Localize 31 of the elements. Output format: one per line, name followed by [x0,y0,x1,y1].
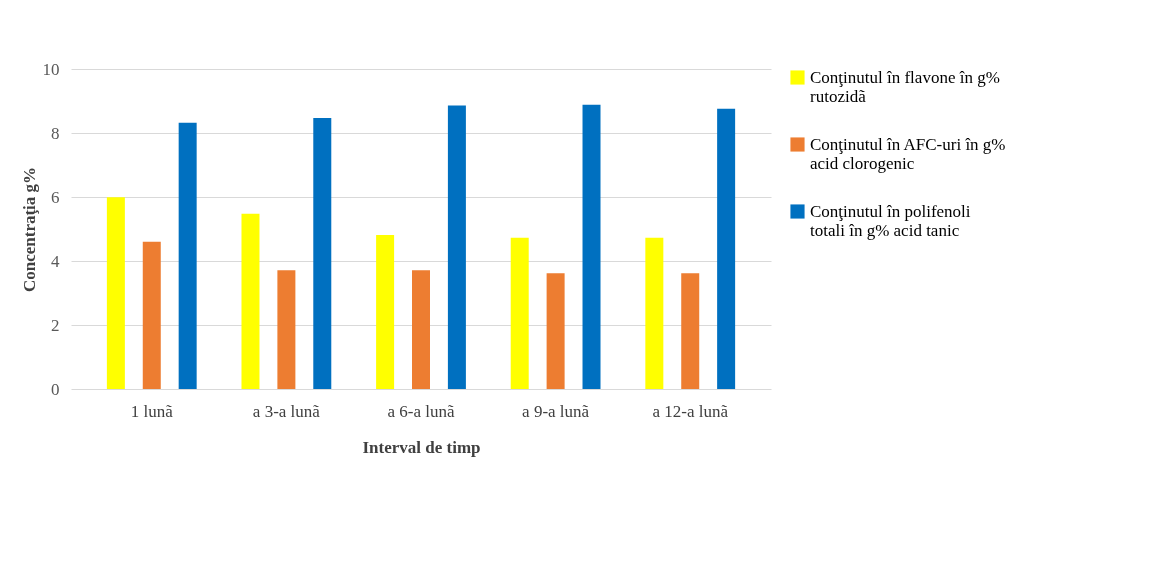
y-axis-title: Concentraţia g% [19,166,39,293]
bar [412,270,430,389]
legend-label: Conţinutul în AFC-uri în g% acid clorogenic [810,134,1006,173]
legend-label: Conţinutul în flavone în g% rutozidã [810,67,1000,106]
bar [241,213,260,389]
bar [142,241,161,389]
y-tick-label: 0 [51,379,60,399]
bar [447,105,466,389]
bar [582,104,601,389]
x-tick-label: a 12-a lunã [652,401,729,421]
x-tick-label: 1 lunã [130,401,174,421]
bar [681,273,700,389]
bar [106,197,125,389]
bar [277,270,296,389]
y-tick-label: 8 [51,123,60,143]
x-tick-label: a 6-a lunã [387,401,455,421]
bar [510,237,529,389]
y-tick-label: 10 [42,59,60,79]
y-tick-label: 4 [51,251,60,271]
bar [178,122,197,389]
bar [717,108,736,389]
bar [645,237,664,389]
legend-label: Conţinutul în polifenoli totali în g% acid tanic [810,201,971,240]
y-tick-label: 6 [51,187,60,207]
x-tick-label: a 9-a lunã [522,401,590,421]
bar [376,235,395,389]
x-tick-label: a 3-a lunã [252,401,321,421]
bar [546,273,565,389]
y-tick-label: 2 [51,315,60,335]
x-axis-title: Interval de timp [362,437,481,457]
bar [313,117,332,389]
